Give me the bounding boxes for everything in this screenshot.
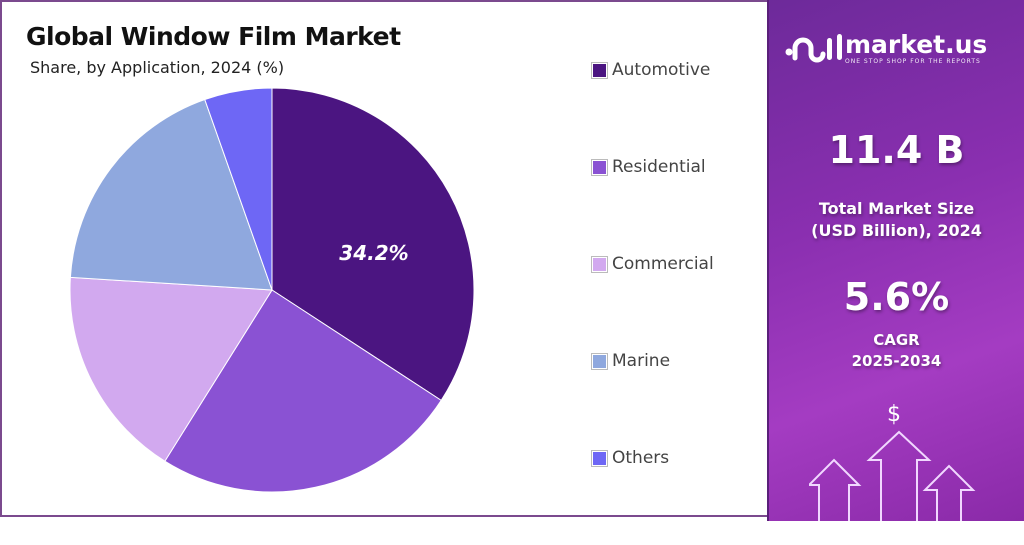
pie-slice-others — [204, 87, 273, 291]
cagr-label-line1: CAGR — [873, 331, 920, 349]
legend: Automotive Residential Commercial Marine Oth… — [591, 60, 714, 545]
legend-label: Marine — [612, 351, 671, 371]
legend-item-automotive: Automotive — [591, 60, 714, 80]
pie-slice-commercial — [69, 276, 273, 462]
legend-item-residential: Residential — [591, 157, 714, 177]
cagr-value: 5.6% — [843, 275, 950, 319]
legend-swatch — [591, 61, 608, 79]
legend-label: Others — [612, 448, 670, 468]
legend-swatch — [591, 158, 608, 176]
market-size-label-line2: (USD Billion), 2024 — [811, 221, 982, 240]
growth-arrows-icon — [809, 430, 976, 521]
legend-label: Residential — [612, 157, 706, 177]
cagr-label: CAGR 2025-2034 — [769, 330, 1024, 372]
legend-label: Commercial — [612, 254, 714, 274]
summary-panel: market.us ONE STOP SHOP FOR THE REPORTS … — [767, 0, 1024, 521]
dollar-icon: $ — [887, 402, 901, 427]
legend-item-others: Others — [591, 448, 714, 468]
brand-name: market.us — [845, 30, 988, 59]
legend-swatch — [591, 255, 608, 273]
market-size-value: 11.4 B — [828, 128, 965, 172]
chart-area: Global Window Film Market Share, by Appl… — [0, 0, 767, 517]
legend-item-commercial: Commercial — [591, 254, 714, 274]
legend-label: Automotive — [612, 60, 711, 80]
data-label-automotive: 34.2% — [339, 241, 408, 265]
cagr-label-line2: 2025-2034 — [851, 352, 942, 370]
legend-swatch — [591, 352, 608, 370]
legend-item-marine: Marine — [591, 351, 714, 371]
market-size-label-line1: Total Market Size — [818, 199, 975, 218]
chart-subtitle: Share, by Application, 2024 (%) — [30, 58, 285, 77]
pie-slice-residential — [164, 289, 442, 493]
chart-title: Global Window Film Market — [26, 22, 401, 51]
market-us-logo-icon — [785, 34, 842, 63]
market-size-label: Total Market Size (USD Billion), 2024 — [769, 198, 1024, 242]
brand-tagline: ONE STOP SHOP FOR THE REPORTS — [845, 58, 981, 65]
pie-slice-marine — [69, 98, 273, 291]
pie-slice-automotive — [271, 87, 475, 402]
legend-swatch — [591, 449, 608, 467]
pie-chart: 34.2% — [69, 87, 475, 493]
